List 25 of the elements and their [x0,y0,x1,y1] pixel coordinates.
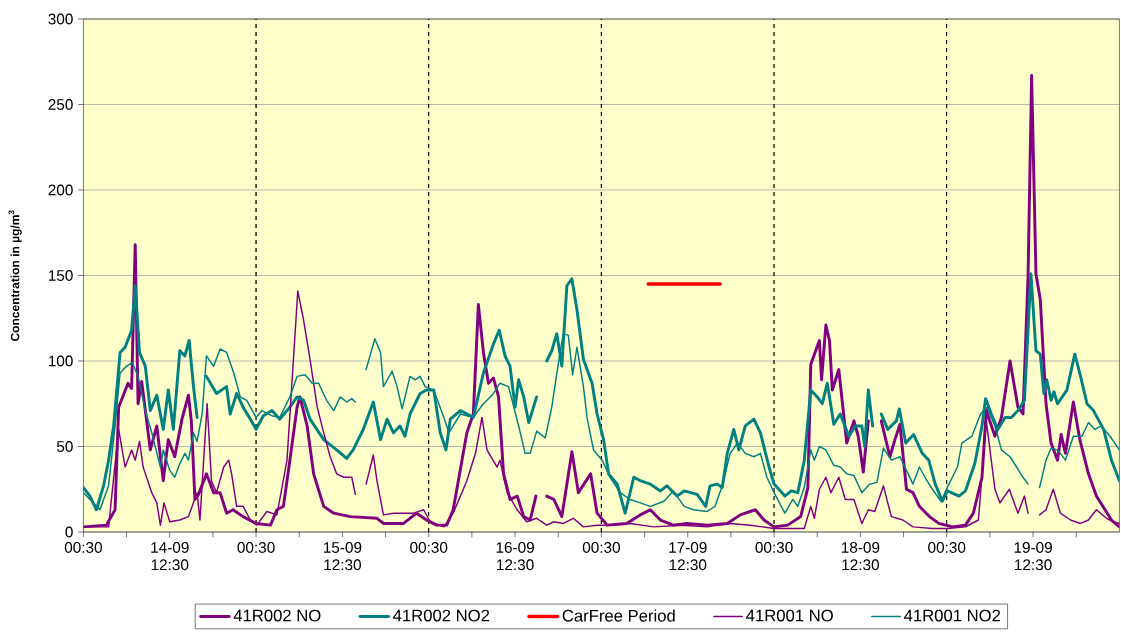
x-tick-label: 00:30 [755,542,793,553]
x-tick-label: 18-09 12:30 [841,542,880,571]
y-tick-label: 50 [56,441,73,452]
legend-label: 41R002 NO [233,609,321,622]
y-tick-label: 200 [48,184,73,196]
x-tick-label: 14-09 12:30 [151,542,189,571]
y-tick-label: 0 [65,526,73,538]
legend-label: 41R002 NO2 [393,609,490,622]
x-tick-label: 15-09 12:30 [323,542,362,571]
x-tick-label: 00:30 [582,542,620,553]
y-tick-label: 300 [48,13,73,25]
x-tick-label: 16-09 12:30 [496,542,534,571]
y-axis-title: Concentration in µg/m$^{3}$ [8,210,22,341]
x-tick-label: 17-09 12:30 [669,542,707,571]
x-tick-label: 00:30 [928,542,966,553]
x-tick-label: 00:30 [237,542,275,553]
x-tick-label: 19-09 12:30 [1014,542,1052,571]
y-tick-label: 100 [48,355,73,367]
legend-label: 41R001 NO [746,609,833,622]
legend-label: CarFree Period [562,609,675,622]
x-tick-label: 00:30 [64,542,102,553]
legend-label: 41R001 NO2 [904,609,1001,622]
y-tick-label: 150 [48,270,73,281]
y-tick-label: 250 [48,99,73,110]
x-tick-label: 00:30 [410,542,448,553]
